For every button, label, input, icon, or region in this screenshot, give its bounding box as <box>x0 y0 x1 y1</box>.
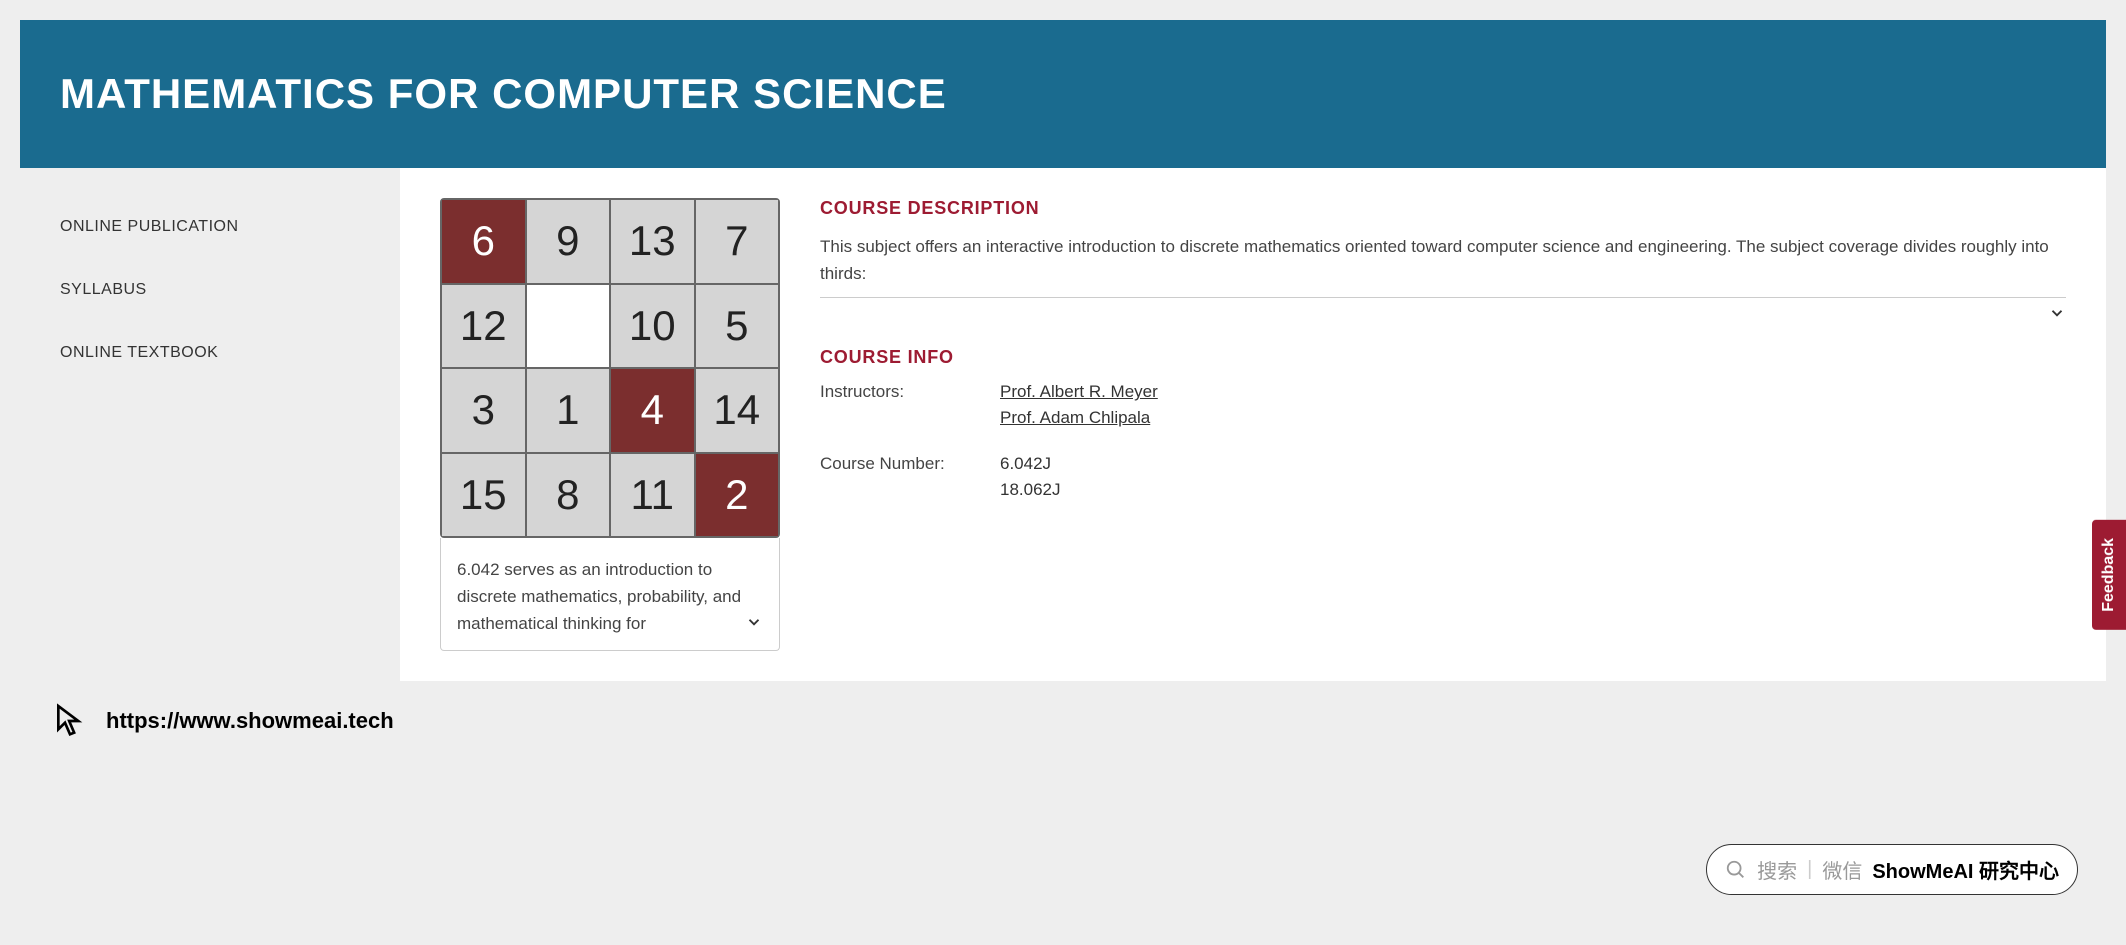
puzzle-cell: 12 <box>442 285 525 368</box>
course-number-value: 6.042J <box>1000 454 2066 474</box>
puzzle-cell: 14 <box>696 369 779 452</box>
wechat-search-pill[interactable]: 搜索 | 微信 ShowMeAI 研究中心 <box>1706 844 2078 895</box>
puzzle-image: 691371210531414158112 <box>440 198 780 538</box>
puzzle-cell: 9 <box>527 200 610 283</box>
search-prompt: 搜索 <box>1757 855 1797 884</box>
sidebar-item-online-textbook[interactable]: ONLINE TEXTBOOK <box>60 334 400 372</box>
info-row-instructors: Instructors: Prof. Albert R. Meyer Prof.… <box>820 382 2066 434</box>
puzzle-cell: 4 <box>611 369 694 452</box>
course-number-value: 18.062J <box>1000 480 2066 500</box>
info-label-instructors: Instructors: <box>820 382 1000 434</box>
search-icon <box>1725 859 1747 881</box>
wechat-label: 微信 <box>1822 855 1862 884</box>
course-title: MATHEMATICS FOR COMPUTER SCIENCE <box>60 70 2066 118</box>
puzzle-cell: 6 <box>442 200 525 283</box>
footer-url: https://www.showmeai.tech <box>106 708 394 734</box>
puzzle-cell: 10 <box>611 285 694 368</box>
cursor-icon <box>50 701 90 741</box>
course-header-banner: MATHEMATICS FOR COMPUTER SCIENCE <box>20 20 2106 168</box>
info-label-course-number: Course Number: <box>820 454 1000 506</box>
puzzle-cell: 1 <box>527 369 610 452</box>
description-divider <box>820 297 2066 298</box>
course-info-heading: COURSE INFO <box>820 347 2066 368</box>
course-description-heading: COURSE DESCRIPTION <box>820 198 2066 219</box>
puzzle-caption: 6.042 serves as an introduction to discr… <box>440 538 780 651</box>
caption-text: 6.042 serves as an introduction to discr… <box>457 560 741 633</box>
puzzle-cell: 3 <box>442 369 525 452</box>
course-description-text: This subject offers an interactive intro… <box>820 233 2066 287</box>
puzzle-cell: 5 <box>696 285 779 368</box>
expand-caption-button[interactable] <box>745 612 763 639</box>
course-sidebar: ONLINE PUBLICATION SYLLABUS ONLINE TEXTB… <box>20 168 400 681</box>
puzzle-cell <box>527 285 610 368</box>
main-content-area: 691371210531414158112 6.042 serves as an… <box>400 168 2106 681</box>
pill-divider: | <box>1807 858 1812 881</box>
puzzle-cell: 7 <box>696 200 779 283</box>
footer-bar: https://www.showmeai.tech <box>20 691 2106 751</box>
instructor-link[interactable]: Prof. Albert R. Meyer <box>1000 382 2066 402</box>
puzzle-cell: 11 <box>611 454 694 537</box>
chevron-down-icon <box>2048 304 2066 322</box>
instructor-link[interactable]: Prof. Adam Chlipala <box>1000 408 2066 428</box>
chevron-down-icon <box>745 613 763 631</box>
puzzle-cell: 8 <box>527 454 610 537</box>
feedback-tab[interactable]: Feedback <box>2092 520 2126 630</box>
brand-label: ShowMeAI 研究中心 <box>1872 855 2059 884</box>
expand-description-button[interactable] <box>820 304 2066 327</box>
puzzle-cell: 15 <box>442 454 525 537</box>
sidebar-item-syllabus[interactable]: SYLLABUS <box>60 271 400 309</box>
sidebar-item-online-publication[interactable]: ONLINE PUBLICATION <box>60 208 400 246</box>
info-row-course-number: Course Number: 6.042J 18.062J <box>820 454 2066 506</box>
puzzle-cell: 13 <box>611 200 694 283</box>
puzzle-cell: 2 <box>696 454 779 537</box>
